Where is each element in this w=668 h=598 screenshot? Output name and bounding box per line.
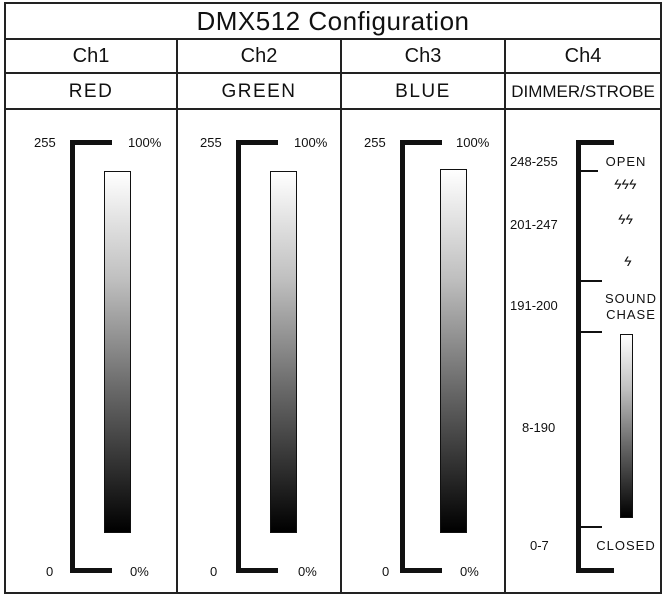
range-bracket-top	[236, 140, 278, 145]
dimmer-gradient	[620, 334, 633, 518]
range-bracket-bottom	[236, 568, 278, 573]
range-label: 248-255	[510, 154, 558, 169]
max-percent-label: 100%	[456, 135, 490, 150]
channel-column-2: Ch2 GREEN 255 100% 0 0%	[178, 40, 342, 592]
channel-function: DIMMER/STROBE	[506, 74, 660, 110]
range-label: 191-200	[510, 298, 558, 313]
min-value-label: 0	[382, 564, 390, 579]
range-bracket-top	[70, 140, 112, 145]
min-percent-label: 0%	[130, 564, 149, 579]
range-divider	[578, 280, 602, 282]
strobe-medium-icon: ϟϟ	[618, 211, 633, 227]
channel-header: Ch2	[178, 40, 340, 74]
min-percent-label: 0%	[298, 564, 317, 579]
channel-function: GREEN	[178, 74, 340, 110]
page-title: DMX512 Configuration	[6, 4, 660, 40]
channel-header: Ch4	[506, 40, 660, 74]
range-bracket-spine	[70, 140, 75, 573]
range-bracket-spine	[576, 140, 581, 573]
range-bracket-spine	[236, 140, 241, 573]
intensity-gradient	[440, 169, 467, 533]
intensity-gradient	[270, 171, 297, 533]
range-label: 8-190	[522, 420, 556, 435]
max-percent-label: 100%	[128, 135, 162, 150]
max-value-label: 255	[34, 135, 56, 150]
intensity-gradient	[104, 171, 131, 533]
range-label: 201-247	[510, 217, 558, 232]
channel-header: Ch3	[342, 40, 504, 74]
open-label: OPEN	[605, 154, 647, 169]
chase-label: CHASE	[606, 307, 656, 322]
range-divider	[578, 331, 602, 333]
sound-label: SOUND	[605, 291, 657, 306]
max-percent-label: 100%	[294, 135, 328, 150]
strobe-slow-icon: ϟ	[624, 253, 632, 269]
closed-label: CLOSED	[596, 538, 656, 553]
max-value-label: 255	[200, 135, 222, 150]
channel-function: BLUE	[342, 74, 504, 110]
dmx-config-table: DMX512 Configuration Ch1 RED 255 100% 0 …	[4, 2, 662, 594]
min-value-label: 0	[46, 564, 54, 579]
channel-column-3: Ch3 BLUE 255 100% 0 0%	[342, 40, 506, 592]
min-percent-label: 0%	[460, 564, 479, 579]
max-value-label: 255	[364, 135, 386, 150]
range-bracket-bottom	[576, 568, 614, 573]
range-divider	[578, 526, 602, 528]
range-label: 0-7	[530, 538, 549, 553]
range-bracket-bottom	[70, 568, 112, 573]
range-bracket-spine	[400, 140, 405, 573]
range-bracket-bottom	[400, 568, 442, 573]
channel-column-4: Ch4 DIMMER/STROBE 248-255 201-247 191-20…	[506, 40, 660, 592]
strobe-fast-icon: ϟϟϟ	[614, 176, 637, 192]
range-bracket-top	[576, 140, 614, 145]
channel-function: RED	[6, 74, 176, 110]
channel-header: Ch1	[6, 40, 176, 74]
range-divider	[578, 170, 598, 172]
range-bracket-top	[400, 140, 442, 145]
channel-column-1: Ch1 RED 255 100% 0 0%	[6, 40, 178, 592]
min-value-label: 0	[210, 564, 218, 579]
